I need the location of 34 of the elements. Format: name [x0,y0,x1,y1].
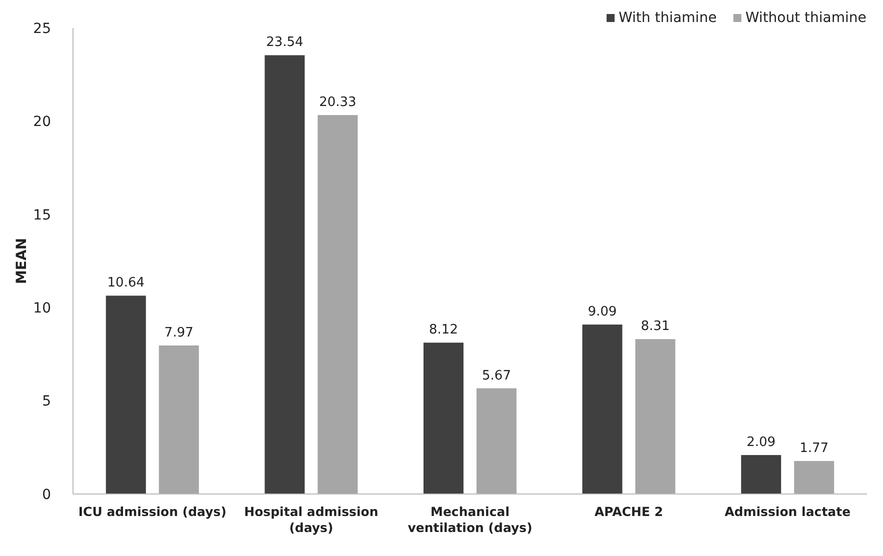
data-label: 5.67 [482,368,511,384]
x-tick-label: Admission lactate [724,504,851,519]
y-tick-label: 25 [33,20,51,37]
legend-label: Without thiamine [745,10,866,26]
x-tick-label: Mechanical ventilation (days) [408,504,532,535]
bar [582,324,622,494]
data-label: 20.33 [319,95,356,110]
data-label: 9.09 [588,304,617,320]
data-label: 10.64 [107,276,145,291]
data-label: 23.54 [266,35,304,50]
y-tick-label: 0 [42,486,51,503]
bar [476,388,516,494]
y-tick-label: 20 [33,114,51,130]
legend-label: With thiamine [618,10,717,26]
y-tick-label: 15 [33,207,51,224]
data-label: 1.77 [800,441,829,456]
bar [158,345,199,494]
bar [318,115,358,494]
y-axis-title: MEAN [14,238,30,284]
y-tick-label: 5 [42,394,51,410]
bar [741,455,782,494]
x-tick-label: ICU admission (days) [78,504,226,519]
bar [635,339,676,494]
data-label: 2.09 [746,435,776,450]
bar [264,55,305,494]
data-label: 8.12 [429,322,458,338]
data-label: 7.97 [164,325,194,340]
bar [106,296,146,494]
data-label: 8.31 [640,319,670,334]
y-tick-label: 10 [33,300,51,316]
bar [794,461,834,494]
x-tick-label: Hospital admission (days) [244,504,378,535]
bar [424,342,464,494]
x-tick-label: APACHE 2 [594,504,664,519]
